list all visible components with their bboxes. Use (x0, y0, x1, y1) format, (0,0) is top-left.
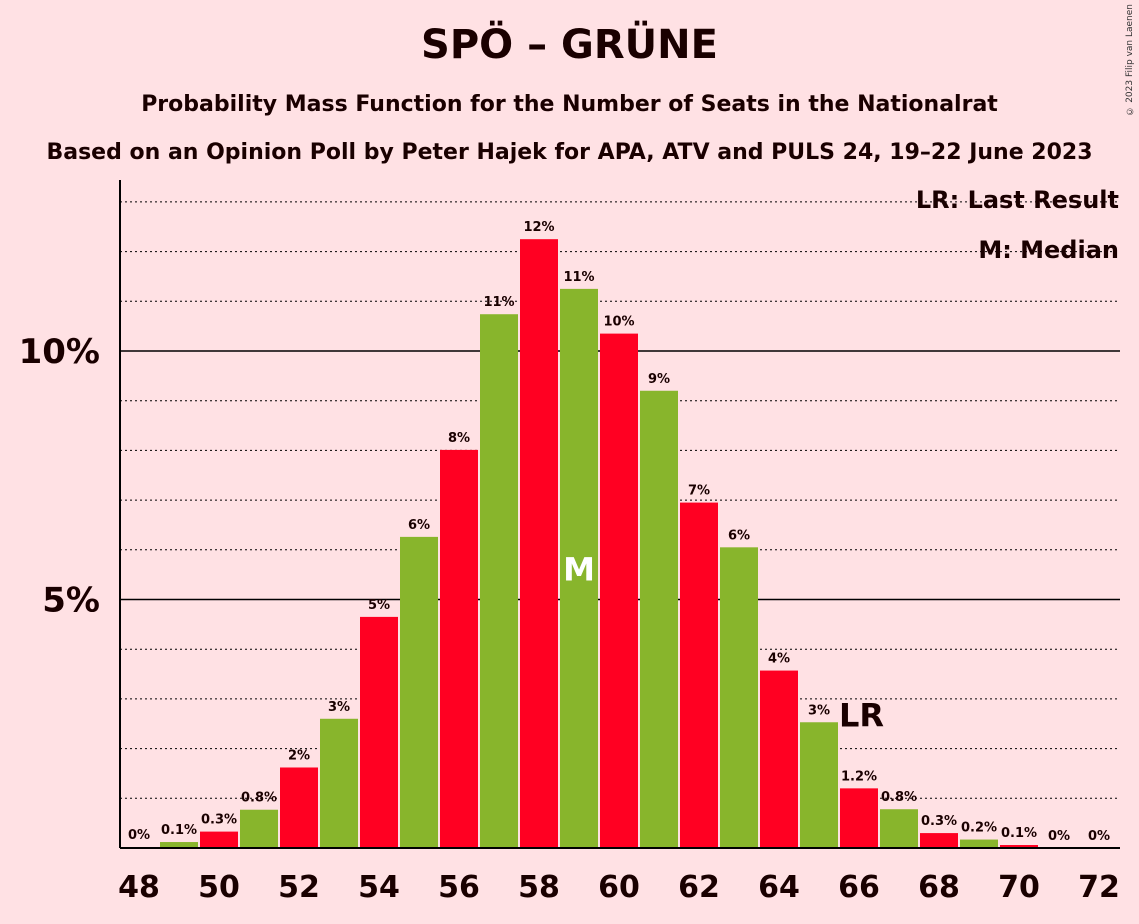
bar-seat-56 (440, 449, 478, 848)
bar-seat-55 (400, 536, 438, 848)
x-tick-label: 58 (518, 870, 560, 905)
bar-value-label: 9% (648, 372, 670, 387)
bar-seat-68 (920, 833, 958, 848)
bar-value-label: 0.2% (961, 821, 997, 836)
bar-value-label: 2% (288, 748, 310, 763)
bar-value-label: 0.1% (1001, 826, 1037, 841)
x-tick-label: 68 (918, 870, 960, 905)
axes (119, 180, 1120, 849)
x-tick-label: 70 (998, 870, 1040, 905)
bar-value-label: 5% (368, 598, 390, 613)
y-tick-labels: 5% 10% (19, 332, 100, 621)
bar-seat-52 (280, 767, 318, 848)
x-tick-label: 50 (198, 870, 240, 905)
x-tick-label: 54 (358, 870, 400, 905)
bar-value-label: 3% (328, 700, 350, 715)
y-tick-label: 5% (42, 581, 100, 621)
bar-seat-65 (800, 722, 838, 848)
chart-subtitle-1: Probability Mass Function for the Number… (141, 92, 998, 117)
bar-value-label: 1.2% (841, 769, 877, 784)
x-tick-label: 52 (278, 870, 320, 905)
last-result-marker: LR (839, 696, 884, 734)
bar-value-label: 12% (523, 220, 554, 235)
legend-median: M: Median (978, 236, 1119, 264)
x-tick-label: 56 (438, 870, 480, 905)
bar-seat-59 (560, 288, 598, 848)
bar-value-label: 6% (408, 518, 430, 533)
bar-value-label: 0.1% (161, 823, 197, 838)
bar-value-label: 0.8% (881, 790, 917, 805)
bar-value-label: 0% (128, 828, 150, 843)
bar-value-label: 0.8% (241, 791, 277, 806)
bar-value-label: 7% (688, 484, 710, 499)
bar-value-label: 8% (448, 431, 470, 446)
bar-seat-58 (520, 239, 558, 849)
bar-seat-70 (1000, 845, 1038, 848)
bar-value-label: 3% (808, 703, 830, 718)
bar-value-label: 0% (1088, 829, 1110, 844)
bar-seat-61 (640, 390, 678, 848)
bar-value-label: 6% (728, 528, 750, 543)
bar-value-label: 4% (768, 652, 790, 667)
x-tick-label: 72 (1078, 870, 1120, 905)
x-tick-label: 64 (758, 870, 800, 905)
bar-seat-64 (760, 670, 798, 848)
bar-seat-53 (320, 718, 358, 848)
bar-value-label: 0.3% (921, 814, 957, 829)
bar-seat-63 (720, 547, 758, 848)
bar-seat-62 (680, 502, 718, 848)
x-tick-label: 48 (118, 870, 160, 905)
bar-value-label: 0.3% (201, 813, 237, 828)
bar-seat-51 (240, 809, 278, 848)
bar-seat-49 (160, 842, 198, 848)
bar-seat-50 (200, 831, 238, 848)
x-tick-labels: 48 50 52 54 56 58 60 62 64 66 68 70 72 (118, 870, 1120, 905)
legend-last-result: LR: Last Result (915, 186, 1119, 214)
markers: M LR (563, 550, 884, 734)
bar-value-label: 11% (563, 270, 594, 285)
median-marker: M (563, 550, 595, 588)
x-tick-label: 62 (678, 870, 720, 905)
bar-value-label: 0% (1048, 829, 1070, 844)
bar-seat-60 (600, 333, 638, 849)
bar-value-label: 10% (603, 315, 634, 330)
x-tick-label: 60 (598, 870, 640, 905)
bar-value-label: 11% (483, 295, 514, 310)
bar-seat-54 (360, 616, 398, 848)
bars (120, 239, 1038, 849)
bar-seat-57 (480, 314, 518, 848)
x-tick-label: 66 (838, 870, 880, 905)
y-tick-label: 10% (19, 332, 100, 372)
bar-seat-67 (880, 809, 918, 848)
chart-title: SPÖ – GRÜNE (421, 22, 718, 68)
bar-seat-69 (960, 839, 998, 848)
chart-subtitle-2: Based on an Opinion Poll by Peter Hajek … (46, 140, 1093, 165)
bar-seat-66 (840, 788, 878, 848)
bar-value-labels: 0% 0.1% 0.3% 0.8% 2% 3% 5% 6% 8% 11% 12% 11% 10% 9% 7%… (128, 220, 1110, 844)
